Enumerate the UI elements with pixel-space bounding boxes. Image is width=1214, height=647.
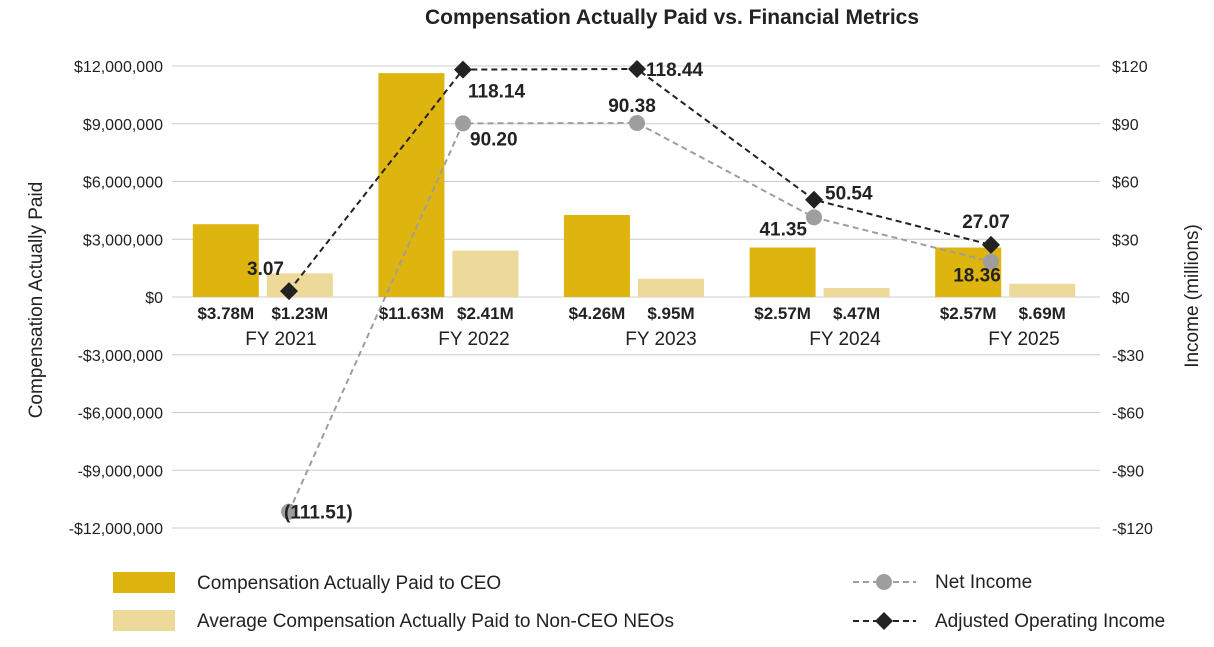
legend-swatch-compensation-actually-paid-to-ceo [113, 572, 175, 593]
bar-average-compensation-actually-paid-to-non-ceo-neos-fy-2024 [823, 287, 890, 297]
right-axis-label: Income (millions) [1182, 224, 1203, 368]
right-tick-label: $90 [1112, 117, 1139, 134]
left-tick-label: $6,000,000 [83, 175, 163, 192]
point-value-label: 3.07 [247, 259, 284, 280]
point-net-income-fy-2025 [983, 253, 999, 270]
point-adjusted-operating-income-fy-2022 [454, 60, 472, 79]
left-tick-label: $0 [145, 290, 163, 307]
category-label-fy-2024: FY 2024 [809, 329, 881, 350]
legend-label-adjusted-operating-income: Adjusted Operating Income [935, 611, 1165, 632]
left-tick-label: -$3,000,000 [78, 348, 164, 365]
left-axis-label: Compensation Actually Paid [26, 182, 47, 419]
right-tick-label: $120 [1112, 59, 1148, 76]
category-label-fy-2025: FY 2025 [988, 329, 1059, 350]
left-tick-label: -$12,000,000 [69, 521, 163, 538]
bar-value-label: $2.57M [940, 304, 997, 323]
point-adjusted-operating-income-fy-2023 [628, 60, 646, 79]
point-value-label: 118.44 [646, 60, 703, 81]
point-value-label: 90.38 [608, 96, 656, 117]
bar-compensation-actually-paid-to-ceo-fy-2022 [378, 73, 445, 297]
bar-average-compensation-actually-paid-to-non-ceo-neos-fy-2022 [452, 250, 519, 297]
bar-value-label: $4.26M [569, 304, 626, 323]
point-value-label: 41.35 [759, 219, 807, 240]
left-tick-label: $12,000,000 [74, 59, 163, 76]
point-adjusted-operating-income-fy-2025 [982, 235, 1000, 254]
bar-value-label: $.47M [833, 304, 880, 323]
bar-value-label: $1.23M [271, 304, 328, 323]
left-axis-ticks: $12,000,000 $9,000,000 $6,000,000 $3,000,00… [69, 59, 163, 538]
category-label-fy-2022: FY 2022 [438, 329, 509, 350]
bar-compensation-actually-paid-to-ceo-fy-2024 [749, 247, 816, 297]
point-value-label: 18.36 [953, 266, 1001, 287]
right-tick-label: $0 [1112, 290, 1130, 307]
point-value-label: 90.20 [470, 129, 518, 150]
legend-label-average-compensation-actually-paid-to-non-ceo-neos: Average Compensation Actually Paid to No… [197, 611, 674, 632]
bar-compensation-actually-paid-to-ceo-fy-2023 [564, 214, 630, 297]
category-label-fy-2023: FY 2023 [625, 329, 696, 350]
right-tick-label: -$30 [1112, 348, 1144, 365]
right-tick-label: $60 [1112, 175, 1139, 192]
right-tick-label: -$120 [1112, 521, 1153, 538]
point-net-income-fy-2021 [281, 503, 297, 520]
left-tick-label: $9,000,000 [83, 117, 163, 134]
legend-label-compensation-actually-paid-to-ceo: Compensation Actually Paid to CEO [197, 573, 501, 594]
right-tick-label: -$60 [1112, 406, 1144, 423]
point-value-labels: (111.51) 90.20 90.38 41.35 18.36 3.07 118.14 11… [247, 60, 1010, 524]
point-net-income-fy-2023 [629, 115, 645, 132]
bars [192, 73, 1076, 297]
point-adjusted-operating-income-fy-2024 [805, 190, 823, 209]
right-axis-ticks: $120 $90 $60 $30 $0 -$30 -$60 -$90 -$120 [1112, 59, 1153, 538]
category-label-fy-2021: FY 2021 [245, 329, 316, 350]
chart-title: Compensation Actually Paid vs. Financial… [425, 6, 919, 29]
left-tick-label: -$9,000,000 [78, 463, 164, 480]
legend-marker-adjusted-operating-income [875, 612, 893, 630]
bar-value-label: $2.57M [754, 304, 811, 323]
bar-compensation-actually-paid-to-ceo-fy-2021 [192, 224, 259, 297]
line-series [280, 60, 1000, 520]
bar-average-compensation-actually-paid-to-non-ceo-neos-fy-2023 [638, 278, 704, 297]
bar-value-label: $.69M [1019, 304, 1066, 323]
legend-swatch-average-compensation-actually-paid-to-non-ceo-neos [113, 610, 175, 631]
point-value-label: (111.51) [284, 503, 353, 524]
legend-label-net-income: Net Income [935, 572, 1032, 593]
left-tick-label: $3,000,000 [83, 232, 163, 249]
bar-value-label: $.95M [647, 304, 694, 323]
point-value-label: 27.07 [962, 212, 1010, 233]
point-value-label: 118.14 [468, 82, 525, 103]
left-tick-label: -$6,000,000 [78, 406, 164, 423]
bar-value-labels: $3.78M $11.63M $4.26M $2.57M $2.57M $1.23M $2.… [197, 304, 1065, 323]
bar-value-label: $11.63M [379, 304, 444, 323]
point-adjusted-operating-income-fy-2021 [280, 282, 298, 301]
legend-marker-net-income [876, 574, 892, 590]
bar-value-label: $2.41M [457, 304, 514, 323]
point-value-label: 50.54 [825, 184, 873, 205]
bar-value-label: $3.78M [197, 304, 254, 323]
right-tick-label: $30 [1112, 232, 1139, 249]
category-labels: FY 2021 FY 2022 FY 2023 FY 2024 FY 2025 [245, 329, 1059, 350]
line-net-income [288, 122, 992, 513]
point-net-income-fy-2022 [455, 115, 471, 132]
point-net-income-fy-2024 [806, 209, 822, 226]
bar-average-compensation-actually-paid-to-non-ceo-neos-fy-2025 [1009, 283, 1076, 297]
right-tick-label: -$90 [1112, 463, 1144, 480]
legend: Compensation Actually Paid to CEO Average… [113, 572, 1165, 632]
